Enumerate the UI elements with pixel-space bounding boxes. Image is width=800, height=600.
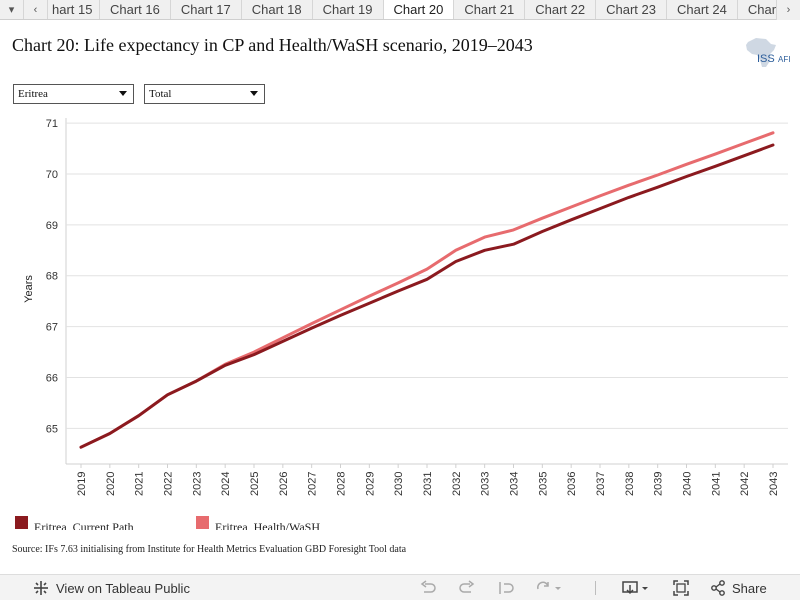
- caret-down-icon: [119, 91, 127, 96]
- x-tick-label: 2035: [537, 472, 549, 496]
- tableau-logo-icon: [33, 580, 49, 596]
- x-tick-label: 2021: [134, 472, 146, 496]
- refresh-button[interactable]: [535, 575, 561, 600]
- group-select[interactable]: Total: [144, 84, 265, 104]
- x-tick-label: 2037: [595, 472, 607, 496]
- country-select[interactable]: Eritrea: [13, 84, 134, 104]
- legend-item-health-wash[interactable]: Eritrea, Health/WaSH: [196, 516, 320, 530]
- tab-item[interactable]: Chart 17: [171, 0, 242, 19]
- tab-item[interactable]: Chart 16: [100, 0, 171, 19]
- x-tick-label: 2027: [307, 472, 319, 496]
- view-on-tableau-button[interactable]: View on Tableau Public: [33, 575, 190, 600]
- source-note: Source: IFs 7.63 initialising from Insti…: [12, 544, 407, 555]
- share-icon: [710, 580, 726, 596]
- tab-menu-button[interactable]: ▾: [0, 0, 24, 19]
- tab-list: hart 15 Chart 16 Chart 17 Chart 18 Chart 19 C…: [48, 0, 776, 19]
- x-tick-label: 2039: [653, 472, 665, 496]
- tab-item[interactable]: Chart: [738, 0, 776, 19]
- series-line-health-wash[interactable]: [79, 131, 775, 449]
- y-axis-title: Years: [23, 275, 35, 303]
- x-tick-label: 2033: [480, 472, 492, 496]
- chevron-left-icon: ‹: [33, 3, 38, 16]
- y-tick-label: 66: [46, 373, 58, 385]
- x-tick-label: 2030: [393, 472, 405, 496]
- y-tick-label: 69: [46, 220, 58, 232]
- x-tick-label: 2034: [509, 472, 521, 496]
- page-title: Chart 20: Life expectancy in CP and Heal…: [12, 35, 533, 55]
- revert-button[interactable]: [497, 575, 515, 600]
- chevron-right-icon: ›: [786, 4, 791, 16]
- legend-label: Eritrea, Health/WaSH: [215, 520, 320, 530]
- tab-next-button[interactable]: ›: [776, 0, 800, 20]
- bottom-toolbar: View on Tableau Public Share: [0, 574, 800, 600]
- download-icon: [621, 580, 651, 596]
- tab-bar: ▾ ‹ hart 15 Chart 16 Chart 17 Chart 18 Chart…: [0, 0, 800, 20]
- logo-text: ISS: [757, 53, 775, 65]
- x-tick-label: 2020: [105, 472, 117, 496]
- fullscreen-icon: [672, 580, 690, 596]
- series-line-current-path[interactable]: [79, 143, 775, 449]
- x-tick-label: 2029: [364, 472, 376, 496]
- y-tick-label: 71: [46, 118, 58, 130]
- logo-subtext: AFI: [778, 55, 790, 64]
- undo-button[interactable]: [419, 575, 437, 600]
- country-select-value: Eritrea: [18, 88, 48, 100]
- share-label: Share: [732, 580, 767, 596]
- x-tick-label: 2041: [710, 472, 722, 496]
- legend-item-current-path[interactable]: Eritrea, Current Path: [15, 516, 134, 530]
- y-tick-label: 70: [46, 169, 58, 181]
- x-tick-label: 2040: [682, 472, 694, 496]
- x-tick-label: 2024: [220, 472, 232, 496]
- x-tick-label: 2031: [422, 472, 434, 496]
- chart-legend: Eritrea, Current Path Eritrea, Health/Wa…: [0, 512, 800, 530]
- chart-grid: [65, 118, 788, 465]
- fullscreen-button[interactable]: [672, 575, 690, 600]
- x-tick-label: 2028: [336, 472, 348, 496]
- view-on-tableau-label: View on Tableau Public: [56, 580, 190, 596]
- legend-swatch: [196, 516, 209, 529]
- y-tick-label: 68: [46, 271, 58, 283]
- x-tick-label: 2026: [278, 472, 290, 496]
- tab-item[interactable]: Chart 19: [313, 0, 384, 19]
- legend-swatch: [15, 516, 28, 529]
- x-tick-label: 2025: [249, 472, 261, 496]
- tab-item[interactable]: Chart 20: [383, 0, 455, 19]
- redo-button[interactable]: [458, 575, 476, 600]
- refresh-icon: [535, 580, 561, 596]
- legend-label: Eritrea, Current Path: [34, 520, 134, 530]
- x-tick-label: 2032: [451, 472, 463, 496]
- redo-icon: [458, 580, 476, 596]
- revert-icon: [497, 580, 515, 596]
- caret-down-icon: ▾: [8, 4, 15, 16]
- x-tick-label: 2036: [566, 472, 578, 496]
- y-tick-label: 67: [46, 322, 58, 334]
- tab-item[interactable]: Chart 23: [596, 0, 667, 19]
- iss-africa-logo: ISS AFI: [740, 36, 790, 70]
- x-axis-ticks: 2019 2020 2021 2022 2023 2024 2025 2026 2027 2028…: [76, 464, 780, 496]
- y-tick-label: 65: [46, 423, 58, 435]
- x-tick-label: 2019: [76, 472, 88, 496]
- tab-item[interactable]: Chart 18: [242, 0, 313, 19]
- download-button[interactable]: [621, 575, 651, 600]
- chart-series: [79, 131, 775, 449]
- x-tick-label: 2022: [163, 472, 175, 496]
- tab-prev-button[interactable]: ‹: [24, 0, 48, 19]
- x-tick-label: 2042: [739, 472, 751, 496]
- x-tick-label: 2023: [191, 472, 203, 496]
- group-select-value: Total: [149, 88, 172, 100]
- tab-item[interactable]: Chart 21: [454, 0, 526, 19]
- undo-icon: [419, 580, 437, 596]
- y-axis-ticks: 65 66 67 68 69 70 71: [46, 118, 58, 435]
- toolbar-divider: [595, 581, 596, 595]
- x-tick-label: 2038: [624, 472, 636, 496]
- tab-item[interactable]: Chart 22: [525, 0, 597, 19]
- tab-item[interactable]: Chart 24: [667, 0, 738, 19]
- x-tick-label: 2043: [768, 472, 780, 496]
- tab-item[interactable]: hart 15: [48, 0, 100, 19]
- share-button[interactable]: Share: [710, 575, 767, 600]
- caret-down-icon: [250, 91, 258, 96]
